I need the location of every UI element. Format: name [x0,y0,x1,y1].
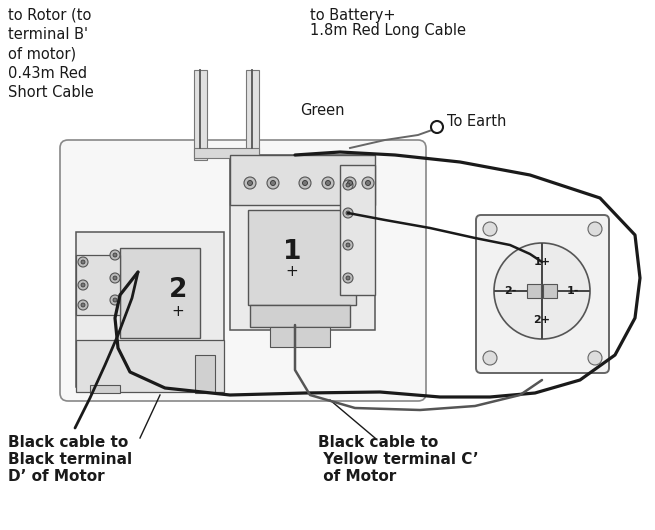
Text: 2: 2 [169,277,187,303]
Text: +: + [286,264,299,279]
Text: 1: 1 [283,239,301,265]
Circle shape [362,177,374,189]
Circle shape [110,295,120,305]
Circle shape [271,181,276,186]
Circle shape [588,351,602,365]
Circle shape [343,180,353,190]
Text: Yellow terminal C’: Yellow terminal C’ [318,452,479,467]
Circle shape [343,273,353,283]
Bar [120,248,200,338]
Text: To Earth: To Earth [447,113,506,128]
Circle shape [348,181,352,186]
Bar [230,155,375,330]
Bar [230,155,375,205]
Text: 1+: 1+ [534,257,550,267]
Circle shape [483,351,497,365]
Circle shape [81,303,85,307]
Circle shape [346,211,350,215]
Circle shape [431,121,443,133]
Circle shape [244,177,256,189]
Circle shape [113,298,117,302]
Bar [527,284,541,298]
Bar [76,340,224,392]
Circle shape [113,276,117,280]
Bar [194,148,259,158]
Circle shape [110,273,120,283]
FancyBboxPatch shape [476,215,609,373]
Text: 1-: 1- [567,286,579,296]
Bar [90,385,120,393]
Circle shape [588,222,602,236]
Text: Black cable to: Black cable to [8,435,128,450]
Bar [76,255,120,315]
Text: to Rotor (to
terminal B'
of motor)
0.43m Red
Short Cable: to Rotor (to terminal B' of motor) 0.43m… [8,8,94,100]
Circle shape [303,181,307,186]
Circle shape [346,183,350,187]
Bar [248,210,356,305]
Bar [76,232,224,387]
Bar [194,70,207,160]
Circle shape [299,177,311,189]
Circle shape [344,177,356,189]
Bar [250,305,350,327]
Text: of Motor: of Motor [318,469,396,484]
Circle shape [322,177,334,189]
Circle shape [494,243,590,339]
Circle shape [343,240,353,250]
Bar [195,355,215,393]
Circle shape [78,257,88,267]
Circle shape [113,253,117,257]
Text: 2-: 2- [504,286,516,296]
Text: Green: Green [300,103,345,118]
Circle shape [365,181,371,186]
Circle shape [346,243,350,247]
Circle shape [248,181,252,186]
Circle shape [110,250,120,260]
Circle shape [78,300,88,310]
Bar [246,70,259,160]
Circle shape [78,280,88,290]
Text: 1.8m Red Long Cable: 1.8m Red Long Cable [310,23,466,38]
Circle shape [343,208,353,218]
Text: 2+: 2+ [534,315,550,325]
Circle shape [267,177,279,189]
Bar [543,284,557,298]
Text: to Battery+: to Battery+ [310,8,396,23]
Text: Black cable to: Black cable to [318,435,438,450]
Text: Black terminal: Black terminal [8,452,132,467]
Text: D’ of Motor: D’ of Motor [8,469,105,484]
Circle shape [81,283,85,287]
Text: +: + [172,304,184,319]
Circle shape [346,276,350,280]
Circle shape [326,181,331,186]
Bar [270,327,330,347]
Bar [340,165,375,295]
Circle shape [81,260,85,264]
FancyBboxPatch shape [60,140,426,401]
Circle shape [483,222,497,236]
